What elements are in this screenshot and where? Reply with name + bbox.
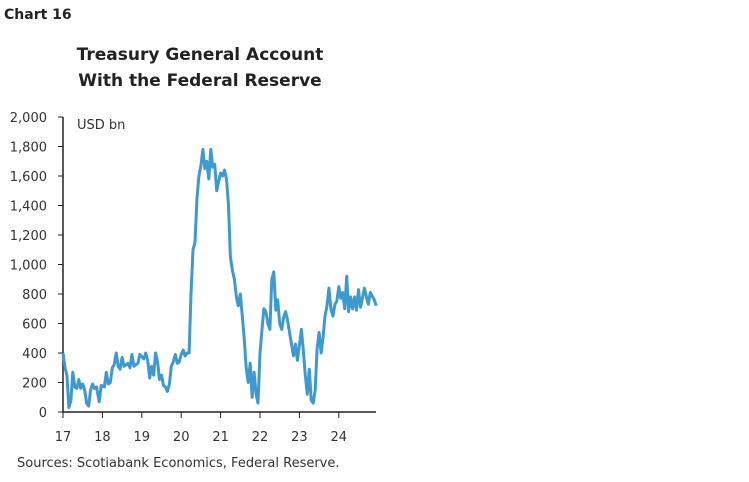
y-tick-label: 600 [22,318,47,333]
chart-title: Treasury General Account With the Federa… [40,42,360,94]
chart-number: Chart 16 [4,7,72,23]
y-tick-label: 400 [22,347,47,362]
y-axis-label: USD bn [77,118,125,133]
y-tick-label: 1,200 [10,229,47,244]
x-tick-label: 24 [331,430,348,445]
x-tick-label: 22 [252,430,269,445]
y-tick-label: 200 [22,377,47,392]
source-note: Sources: Scotiabank Economics, Federal R… [17,456,340,471]
y-tick-label: 2,000 [10,111,47,126]
y-tick-label: 0 [39,406,47,421]
x-tick-label: 21 [212,430,229,445]
x-tick-label: 17 [55,430,72,445]
chart-title-line-1: Treasury General Account [76,45,324,65]
x-tick-label: 20 [173,430,190,445]
y-tick-label: 1,800 [10,141,47,156]
x-tick-label: 23 [291,430,308,445]
y-tick-label: 1,000 [10,259,47,274]
y-tick-label: 1,400 [10,200,47,215]
x-tick-label: 19 [134,430,151,445]
chart-title-line-2: With the Federal Reserve [78,71,322,91]
x-tick-label: 18 [94,430,111,445]
y-tick-label: 800 [22,288,47,303]
y-tick-label: 1,600 [10,170,47,185]
series-line [61,147,378,410]
